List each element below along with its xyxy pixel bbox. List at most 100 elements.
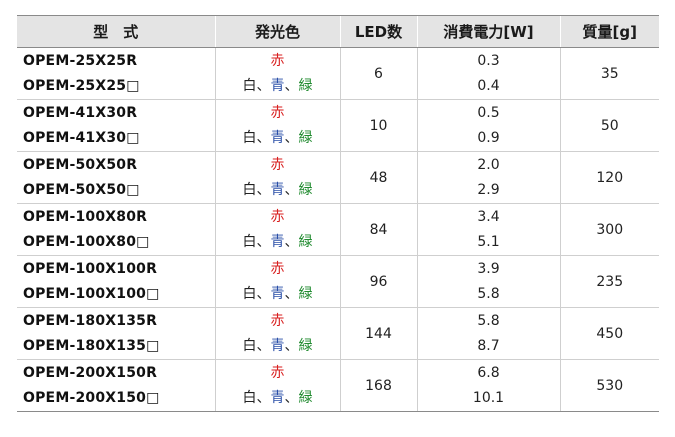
- led-count-cell: 48: [339, 151, 417, 204]
- color-white-label: 白: [242, 338, 257, 354]
- color-white-label: 白: [242, 234, 257, 250]
- power-cell: 0.5: [416, 99, 560, 126]
- separator: 、: [284, 78, 299, 94]
- separator: 、: [284, 130, 299, 146]
- table-row: OPEM-50X50□ 白、青、緑 2.9: [17, 178, 659, 204]
- spec-table: 型 式 発光色 LED数 消費電力[W] 質量[g] OPEM-25X25R 赤 6…: [17, 15, 659, 412]
- mass-cell: 35: [559, 47, 659, 100]
- color-red-label: 赤: [270, 261, 285, 277]
- separator: 、: [284, 338, 299, 354]
- separator: 、: [284, 390, 299, 406]
- separator: 、: [284, 234, 299, 250]
- header-power: 消費電力[W]: [416, 15, 560, 48]
- color-cell: 白、青、緑: [214, 334, 340, 360]
- table-row: OPEM-25X25R 赤 6 0.3 35: [17, 47, 659, 100]
- color-blue-label: 青: [270, 130, 285, 146]
- power-cell: 0.9: [416, 126, 560, 152]
- color-green-label: 緑: [298, 182, 313, 198]
- color-cell: 白、青、緑: [214, 126, 340, 152]
- model-cell: OPEM-100X100R: [23, 261, 158, 277]
- color-blue-label: 青: [270, 390, 285, 406]
- color-green-label: 緑: [298, 234, 313, 250]
- color-green-label: 緑: [298, 338, 313, 354]
- table-row: OPEM-41X30□ 白、青、緑 0.9: [17, 126, 659, 152]
- separator: 、: [256, 234, 271, 250]
- color-red-label: 赤: [270, 313, 285, 329]
- table-row: OPEM-200X150□ 白、青、緑 10.1: [17, 386, 659, 412]
- model-cell: OPEM-50X50R: [23, 157, 138, 173]
- power-cell: 10.1: [416, 386, 560, 412]
- separator: 、: [256, 182, 271, 198]
- color-cell: 赤: [214, 99, 340, 126]
- mass-cell: 530: [559, 359, 659, 412]
- model-cell: OPEM-41X30R: [23, 105, 138, 121]
- power-cell: 2.9: [416, 178, 560, 204]
- color-blue-label: 青: [270, 78, 285, 94]
- color-green-label: 緑: [298, 390, 313, 406]
- mass-cell: 450: [559, 307, 659, 360]
- header-color: 発光色: [214, 15, 340, 48]
- power-cell: 3.4: [416, 203, 560, 230]
- color-green-label: 緑: [298, 130, 313, 146]
- led-count-cell: 168: [339, 359, 417, 412]
- header-model: 型 式: [17, 15, 215, 48]
- color-cell: 赤: [214, 255, 340, 282]
- model-cell: OPEM-200X150R: [23, 365, 158, 381]
- table-row: OPEM-100X100□ 白、青、緑 5.8: [17, 282, 659, 308]
- model-cell: OPEM-200X150□: [17, 386, 215, 412]
- color-red-label: 赤: [270, 105, 285, 121]
- table-body: OPEM-25X25R 赤 6 0.3 35 OPEM-25X25□ 白、青、緑 0.4 OPE…: [17, 47, 659, 412]
- header-mass: 質量[g]: [559, 15, 659, 48]
- power-cell: 2.0: [416, 151, 560, 178]
- separator: 、: [256, 338, 271, 354]
- color-cell: 白、青、緑: [214, 178, 340, 204]
- power-cell: 0.3: [416, 47, 560, 74]
- header-led: LED数: [339, 15, 417, 48]
- model-cell: OPEM-41X30□: [17, 126, 215, 152]
- color-blue-label: 青: [270, 338, 285, 354]
- separator: 、: [256, 130, 271, 146]
- separator: 、: [256, 78, 271, 94]
- table-row: OPEM-41X30R 赤 10 0.5 50: [17, 99, 659, 152]
- mass-cell: 50: [559, 99, 659, 152]
- power-cell: 5.8: [416, 282, 560, 308]
- color-blue-label: 青: [270, 234, 285, 250]
- led-count-cell: 144: [339, 307, 417, 360]
- model-cell: OPEM-100X100□: [17, 282, 215, 308]
- mass-cell: 235: [559, 255, 659, 308]
- color-white-label: 白: [242, 182, 257, 198]
- power-cell: 5.1: [416, 230, 560, 256]
- color-cell: 白、青、緑: [214, 74, 340, 100]
- power-cell: 0.4: [416, 74, 560, 100]
- table-row: OPEM-180X135□ 白、青、緑 8.7: [17, 334, 659, 360]
- separator: 、: [284, 286, 299, 302]
- model-cell: OPEM-100X80□: [17, 230, 215, 256]
- model-cell: OPEM-25X25R: [23, 53, 138, 69]
- color-red-label: 赤: [270, 157, 285, 173]
- table-row: OPEM-100X100R 赤 96 3.9 235: [17, 255, 659, 308]
- table-row: OPEM-180X135R 赤 144 5.8 450: [17, 307, 659, 360]
- color-white-label: 白: [242, 390, 257, 406]
- color-red-label: 赤: [270, 209, 285, 225]
- model-cell: OPEM-50X50□: [17, 178, 215, 204]
- power-cell: 8.7: [416, 334, 560, 360]
- mass-cell: 120: [559, 151, 659, 204]
- power-cell: 6.8: [416, 359, 560, 386]
- color-cell: 赤: [214, 359, 340, 386]
- color-cell: 白、青、緑: [214, 230, 340, 256]
- separator: 、: [284, 182, 299, 198]
- color-cell: 白、青、緑: [214, 282, 340, 308]
- separator: 、: [256, 286, 271, 302]
- color-cell: 赤: [214, 307, 340, 334]
- power-cell: 5.8: [416, 307, 560, 334]
- header-row: 型 式 発光色 LED数 消費電力[W] 質量[g]: [17, 15, 659, 48]
- table-row: OPEM-100X80R 赤 84 3.4 300: [17, 203, 659, 256]
- color-cell: 赤: [214, 203, 340, 230]
- mass-cell: 300: [559, 203, 659, 256]
- color-red-label: 赤: [270, 365, 285, 381]
- led-count-cell: 96: [339, 255, 417, 308]
- model-cell: OPEM-180X135R: [23, 313, 158, 329]
- model-cell: OPEM-100X80R: [23, 209, 148, 225]
- color-green-label: 緑: [298, 78, 313, 94]
- model-cell: OPEM-180X135□: [17, 334, 215, 360]
